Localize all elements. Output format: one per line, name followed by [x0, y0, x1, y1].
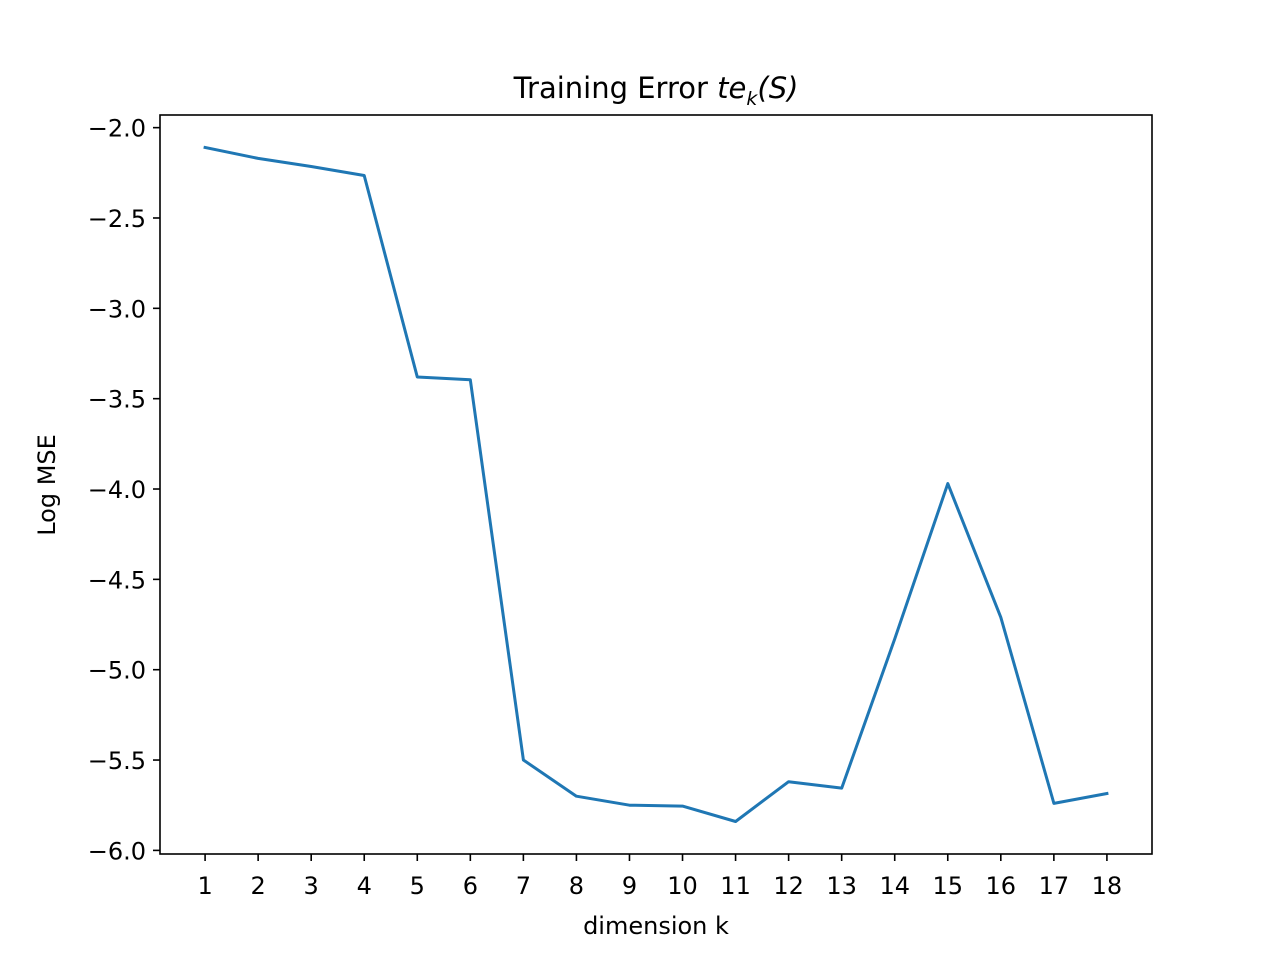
series-line-0 [203, 145, 1109, 823]
x-tick-label: 13 [826, 872, 857, 900]
y-tick-label: −5.0 [88, 657, 146, 685]
x-tick-label: 11 [720, 872, 751, 900]
chart-title: Training Error tek(S) [513, 71, 799, 110]
y-tick-label: −5.5 [88, 747, 146, 775]
axes-frame [159, 114, 1153, 855]
y-tick-label: −6.0 [88, 837, 146, 865]
x-axis-label: dimension k [583, 912, 729, 940]
x-tick-label: 4 [357, 872, 372, 900]
x-tick-label: 10 [667, 872, 698, 900]
y-tick-label: −3.0 [88, 295, 146, 323]
y-tick-label: −2.5 [88, 205, 146, 233]
y-tick-label: −4.0 [88, 476, 146, 504]
chart-title-math: te [717, 71, 746, 105]
x-tick-label: 14 [879, 872, 910, 900]
y-tick-label: −4.5 [88, 566, 146, 594]
x-tick-label: 17 [1039, 872, 1070, 900]
x-tick-label: 8 [569, 872, 584, 900]
y-tick-label: −3.5 [88, 386, 146, 414]
x-tick-label: 15 [932, 872, 963, 900]
y-tick-label: −2.0 [88, 115, 146, 143]
x-tick-label: 3 [304, 872, 319, 900]
chart-title-argument: (S) [757, 71, 798, 105]
x-tick-label: 1 [197, 872, 212, 900]
x-tick-label: 2 [250, 872, 265, 900]
x-tick-label: 6 [463, 872, 478, 900]
x-tick-label: 16 [986, 872, 1017, 900]
x-tick-label: 5 [410, 872, 425, 900]
x-tick-label: 18 [1092, 872, 1123, 900]
chart-title-prefix: Training Error [513, 71, 718, 105]
plot-area: 1 2 3 4 5 6 7 8 9 10 11 12 13 14 15 16 17 18−2.0−2.5−3.0−… [88, 114, 1153, 900]
x-tick-label: 7 [516, 872, 531, 900]
x-tick-label: 12 [773, 872, 804, 900]
x-tick-label: 9 [622, 872, 637, 900]
chart-title-subscript: k [746, 88, 758, 110]
y-axis-label: Log MSE [33, 434, 61, 536]
